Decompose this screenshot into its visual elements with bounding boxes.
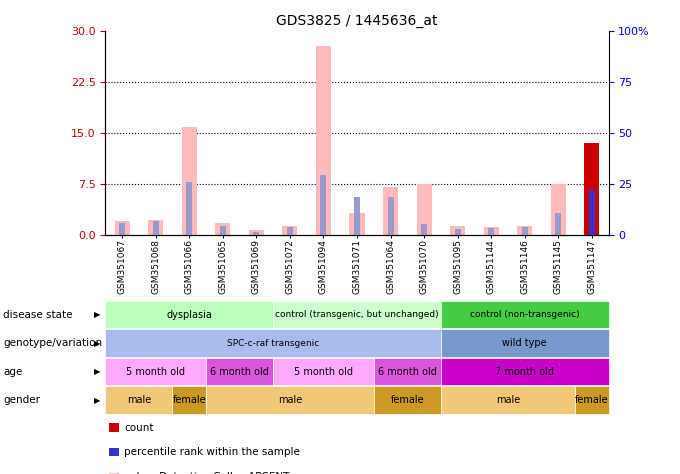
Text: genotype/variation: genotype/variation [3,338,103,348]
Text: 6 month old: 6 month old [378,366,437,377]
Bar [148,219,163,235]
Bar [316,46,331,235]
Bar [483,227,498,235]
Text: count: count [124,422,154,433]
Text: control (transgenic, but unchanged): control (transgenic, but unchanged) [275,310,439,319]
Title: GDS3825 / 1445636_at: GDS3825 / 1445636_at [276,14,438,28]
Text: age: age [3,366,22,377]
Bar [186,182,192,235]
Text: 5 month old: 5 month old [126,366,185,377]
Text: female: female [575,395,609,405]
Bar [450,227,465,235]
Text: disease state: disease state [3,310,73,320]
Bar [216,223,231,235]
Bar [455,228,460,235]
Bar [551,184,566,235]
Bar [119,223,125,235]
Bar [354,197,360,235]
Bar [388,197,394,235]
Bar [488,228,494,235]
Bar [182,128,197,235]
Bar [287,227,293,235]
Bar [220,226,226,235]
Bar [417,184,432,235]
Text: value, Detection Call = ABSENT: value, Detection Call = ABSENT [124,472,290,474]
Text: ▶: ▶ [94,310,101,319]
Bar [249,230,264,235]
Text: male: male [278,395,302,405]
Text: ▶: ▶ [94,367,101,376]
Text: male: male [496,395,520,405]
Text: ▶: ▶ [94,396,101,404]
Bar [153,221,158,235]
Text: ▶: ▶ [94,339,101,347]
Bar [517,227,532,235]
Bar [522,228,528,235]
Bar [556,213,561,235]
Text: 6 month old: 6 month old [210,366,269,377]
Bar [254,232,259,235]
Text: female: female [173,395,206,405]
Text: dysplasia: dysplasia [167,310,212,320]
Bar [282,226,297,235]
Bar [589,191,595,235]
Text: SPC-c-raf transgenic: SPC-c-raf transgenic [227,339,319,347]
Bar [320,175,326,235]
Bar [383,187,398,235]
Text: percentile rank within the sample: percentile rank within the sample [124,447,301,457]
Text: female: female [390,395,424,405]
Text: 7 month old: 7 month old [495,366,554,377]
Text: wild type: wild type [503,338,547,348]
Text: male: male [127,395,151,405]
Bar [115,221,130,235]
Text: gender: gender [3,395,40,405]
Text: 5 month old: 5 month old [294,366,353,377]
Bar [584,143,599,235]
Bar [350,213,364,235]
Text: control (non-transgenic): control (non-transgenic) [470,310,579,319]
Bar [421,225,427,235]
